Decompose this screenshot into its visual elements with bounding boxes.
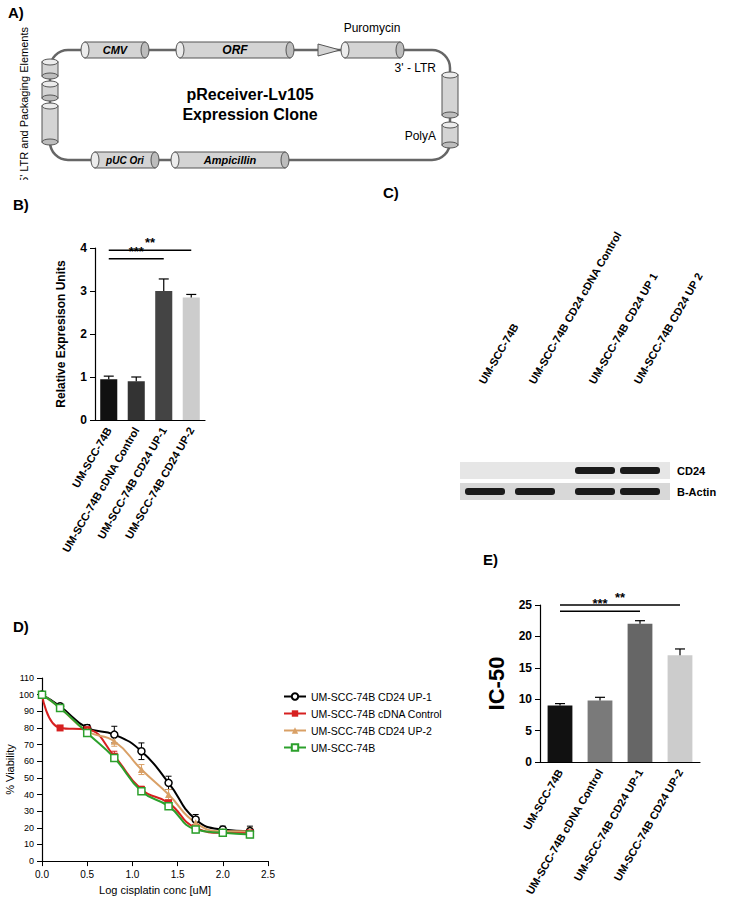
svg-text:10: 10 bbox=[24, 839, 34, 849]
svg-text:25: 25 bbox=[519, 598, 533, 612]
svg-text:**: ** bbox=[145, 235, 156, 250]
svg-text:**: ** bbox=[615, 590, 626, 605]
svg-text:0: 0 bbox=[29, 856, 34, 866]
svg-text:B): B) bbox=[13, 196, 29, 213]
svg-text:80: 80 bbox=[24, 723, 34, 733]
svg-text:UM-SCC-74B cDNA Control: UM-SCC-74B cDNA Control bbox=[524, 767, 606, 896]
svg-text:UM-SCC-74B CD24 UP 1: UM-SCC-74B CD24 UP 1 bbox=[586, 270, 660, 386]
svg-text:0: 0 bbox=[525, 755, 532, 769]
svg-text:40: 40 bbox=[24, 790, 34, 800]
svg-text:UM-SCC-74B: UM-SCC-74B bbox=[521, 767, 565, 832]
svg-text:2.0: 2.0 bbox=[216, 869, 230, 880]
svg-text:4: 4 bbox=[80, 241, 87, 255]
svg-text:1: 1 bbox=[80, 370, 87, 384]
svg-text:110: 110 bbox=[20, 673, 34, 683]
svg-text:D): D) bbox=[13, 618, 29, 635]
svg-text:A): A) bbox=[8, 4, 24, 21]
svg-text:Puromycin: Puromycin bbox=[344, 21, 401, 35]
svg-text:30: 30 bbox=[24, 806, 34, 816]
svg-text:0: 0 bbox=[80, 413, 87, 427]
svg-text:1.0: 1.0 bbox=[125, 869, 139, 880]
svg-text:CD24: CD24 bbox=[677, 465, 706, 477]
svg-text:2: 2 bbox=[80, 327, 87, 341]
svg-text:pReceiver-Lv105: pReceiver-Lv105 bbox=[186, 86, 313, 103]
svg-text:3: 3 bbox=[80, 284, 87, 298]
svg-text:UM-SCC-74B: UM-SCC-74B bbox=[311, 742, 375, 754]
svg-text:UM-SCC-74B CD24 UP-1: UM-SCC-74B CD24 UP-1 bbox=[311, 691, 432, 703]
svg-text:5' LTR and Packaging Elements: 5' LTR and Packaging Elements bbox=[18, 27, 30, 180]
svg-text:UM-SCC-74B: UM-SCC-74B bbox=[69, 425, 114, 490]
svg-text:ORF: ORF bbox=[222, 43, 248, 57]
svg-text:UM-SCC-74B CD24 UP-2: UM-SCC-74B CD24 UP-2 bbox=[611, 767, 685, 883]
svg-text:20: 20 bbox=[24, 823, 34, 833]
svg-text:50: 50 bbox=[24, 773, 34, 783]
svg-text:Relative Expresison Units: Relative Expresison Units bbox=[54, 260, 68, 408]
svg-text:Ampicillin: Ampicillin bbox=[203, 154, 257, 166]
svg-text:Expression Clone: Expression Clone bbox=[182, 106, 317, 123]
svg-text:CMV: CMV bbox=[103, 44, 129, 56]
svg-text:IC-50: IC-50 bbox=[484, 657, 509, 711]
svg-text:15: 15 bbox=[519, 661, 533, 675]
svg-text:UM-SCC-74B: UM-SCC-74B bbox=[476, 321, 520, 386]
svg-text:UM-SCC-74B CD24 cDNA Control: UM-SCC-74B CD24 cDNA Control bbox=[526, 229, 624, 386]
svg-text:UM-SCC-74B CD24 UP-2: UM-SCC-74B CD24 UP-2 bbox=[311, 725, 432, 737]
svg-text:UM-SCC-74B cDNA Control: UM-SCC-74B cDNA Control bbox=[311, 708, 442, 720]
svg-text:***: *** bbox=[129, 244, 145, 259]
svg-text:PolyA: PolyA bbox=[405, 129, 436, 143]
svg-text:60: 60 bbox=[24, 756, 34, 766]
svg-text:90: 90 bbox=[24, 706, 34, 716]
svg-text:UM-SCC-74B CD24 UP-1: UM-SCC-74B CD24 UP-1 bbox=[571, 767, 645, 883]
svg-text:***: *** bbox=[592, 596, 608, 611]
svg-text:3' - LTR: 3' - LTR bbox=[395, 61, 437, 75]
svg-text:10: 10 bbox=[519, 692, 533, 706]
svg-text:0.5: 0.5 bbox=[80, 869, 94, 880]
svg-text:UM-SCC-74B CD24 UP-1: UM-SCC-74B CD24 UP-1 bbox=[95, 425, 169, 541]
svg-text:% Viability: % Viability bbox=[4, 744, 16, 795]
svg-text:70: 70 bbox=[24, 740, 34, 750]
svg-text:2.5: 2.5 bbox=[261, 869, 275, 880]
svg-text:20: 20 bbox=[519, 629, 533, 643]
svg-text:Log cisplatin conc [uM]: Log cisplatin conc [uM] bbox=[99, 884, 211, 896]
svg-text:C): C) bbox=[383, 184, 399, 201]
svg-text:UM-SCC-74B CD24 UP-2: UM-SCC-74B CD24 UP-2 bbox=[123, 425, 197, 541]
svg-text:UM-SCC-74B CD24 UP 2: UM-SCC-74B CD24 UP 2 bbox=[631, 271, 705, 386]
svg-text:B-Actin: B-Actin bbox=[677, 486, 716, 498]
svg-text:E): E) bbox=[483, 551, 498, 568]
svg-text:1.5: 1.5 bbox=[171, 869, 185, 880]
svg-text:5: 5 bbox=[525, 724, 532, 738]
svg-text:pUC Ori: pUC Ori bbox=[105, 155, 144, 166]
svg-text:0.0: 0.0 bbox=[35, 869, 49, 880]
svg-text:UM-SCC-74B cDNA Control: UM-SCC-74B cDNA Control bbox=[59, 425, 142, 555]
svg-text:100: 100 bbox=[19, 690, 34, 700]
